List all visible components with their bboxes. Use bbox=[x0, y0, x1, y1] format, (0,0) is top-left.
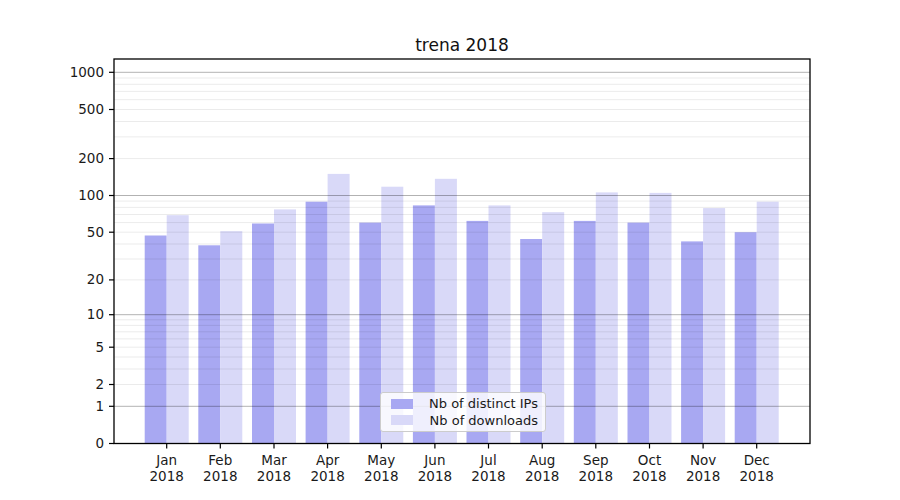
x-tick-year-label: 2018 bbox=[364, 468, 398, 484]
legend-item-distinct-ips: Nb of distinct IPs bbox=[388, 396, 538, 411]
bar-downloads-feb bbox=[220, 231, 242, 443]
x-axis-ticks: Jan2018Feb2018Mar2018Apr2018May2018Jun20… bbox=[150, 444, 774, 484]
x-tick-year-label: 2018 bbox=[150, 468, 184, 484]
y-tick-label: 50 bbox=[87, 224, 104, 240]
bar-distinct-ips-dec bbox=[735, 232, 757, 443]
x-tick-year-label: 2018 bbox=[257, 468, 291, 484]
bar-distinct-ips-may bbox=[359, 223, 381, 444]
x-tick-year-label: 2018 bbox=[632, 468, 666, 484]
y-tick-label: 1000 bbox=[70, 64, 104, 80]
y-axis-ticks: 0 1 2 5 10 20 50 100 200 500 1000 bbox=[70, 64, 114, 451]
x-tick-year-label: 2018 bbox=[525, 468, 559, 484]
y-tick-label: 1 bbox=[95, 398, 104, 414]
y-tick-label: 20 bbox=[87, 271, 104, 287]
legend-label-downloads: Nb of downloads bbox=[430, 413, 538, 428]
y-tick-label: 0 bbox=[95, 435, 104, 451]
x-tick-label: Apr bbox=[316, 452, 340, 468]
x-tick-label: Jul bbox=[479, 452, 496, 468]
y-tick-label: 2 bbox=[95, 376, 104, 392]
y-tick-label: 200 bbox=[78, 150, 104, 166]
x-tick-year-label: 2018 bbox=[740, 468, 774, 484]
y-tick-label: 5 bbox=[95, 339, 104, 355]
x-tick-year-label: 2018 bbox=[418, 468, 452, 484]
x-tick-year-label: 2018 bbox=[203, 468, 237, 484]
x-tick-year-label: 2018 bbox=[686, 468, 720, 484]
x-tick-label: Jan bbox=[155, 452, 177, 468]
x-tick-year-label: 2018 bbox=[579, 468, 613, 484]
x-tick-label: May bbox=[367, 452, 395, 468]
x-tick-label: Sep bbox=[583, 452, 608, 468]
bar-distinct-ips-nov bbox=[681, 241, 703, 443]
legend: Nb of distinct IPs Nb of downloads bbox=[380, 392, 546, 432]
x-tick-label: Jun bbox=[423, 452, 445, 468]
bar-distinct-ips-oct bbox=[628, 223, 650, 444]
x-tick-label: Feb bbox=[208, 452, 232, 468]
x-tick-label: Aug bbox=[529, 452, 555, 468]
y-tick-label: 10 bbox=[87, 306, 104, 322]
bar-distinct-ips-jan bbox=[145, 236, 167, 444]
legend-swatch-downloads bbox=[391, 415, 413, 425]
y-tick-label: 500 bbox=[78, 101, 104, 117]
bar-distinct-ips-apr bbox=[306, 202, 328, 444]
x-tick-label: Dec bbox=[744, 452, 770, 468]
legend-label-distinct-ips: Nb of distinct IPs bbox=[429, 396, 538, 411]
x-tick-year-label: 2018 bbox=[310, 468, 344, 484]
legend-item-downloads: Nb of downloads bbox=[388, 413, 538, 428]
bar-downloads-jan bbox=[167, 215, 189, 443]
x-tick-year-label: 2018 bbox=[471, 468, 505, 484]
bar-downloads-dec bbox=[757, 202, 779, 444]
bar-downloads-mar bbox=[274, 209, 296, 443]
bar-distinct-ips-mar bbox=[252, 224, 274, 444]
chart-title: trena 2018 bbox=[114, 35, 810, 55]
bar-distinct-ips-feb bbox=[198, 245, 220, 443]
legend-swatch-distinct-ips bbox=[391, 399, 413, 409]
x-tick-label: Oct bbox=[638, 452, 661, 468]
x-tick-label: Nov bbox=[690, 452, 716, 468]
x-tick-label: Mar bbox=[261, 452, 287, 468]
y-tick-label: 100 bbox=[78, 187, 104, 203]
figure: 01251020501002005001000Jan2018Feb2018Mar… bbox=[0, 0, 900, 500]
